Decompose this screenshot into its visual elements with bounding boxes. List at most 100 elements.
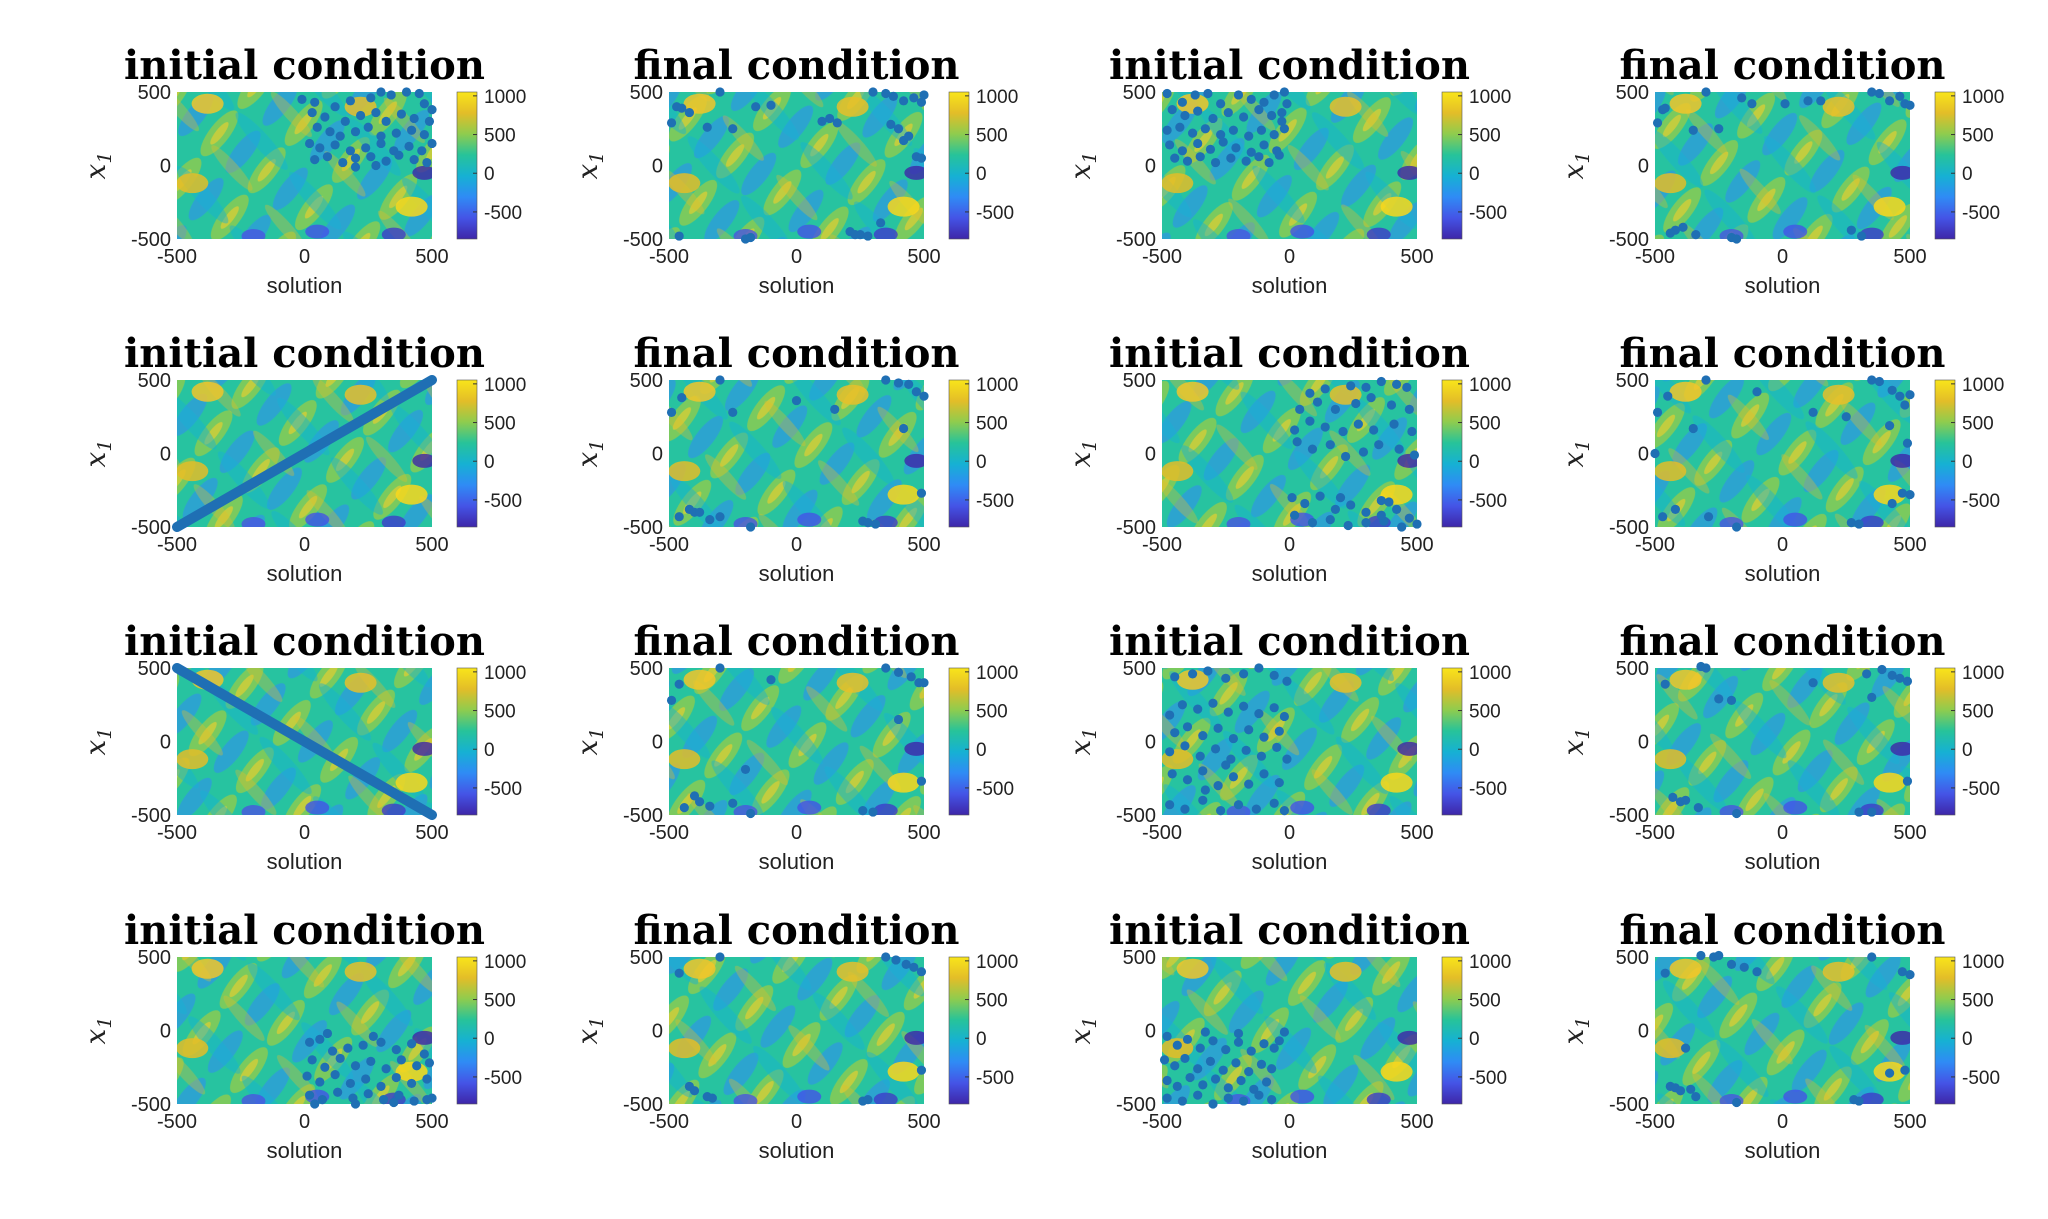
data-point [1223, 1083, 1233, 1093]
data-point [1895, 91, 1905, 102]
y-axis-label: x1 [1064, 728, 1101, 756]
data-point [1652, 118, 1663, 128]
y-axis-label: x1 [1557, 1017, 1594, 1045]
colorbar-tick-label: 1000 [1962, 952, 2004, 973]
x-tick-label: 500 [1893, 534, 1926, 556]
data-point [1867, 375, 1877, 385]
data-point [893, 667, 904, 678]
colorbar-tick-label: 1000 [976, 87, 1018, 108]
data-point [891, 955, 901, 965]
x-axis-label: solution [759, 273, 835, 298]
data-point [310, 97, 320, 107]
data-point [674, 231, 684, 241]
x-tick-label: 0 [299, 246, 310, 268]
data-point [1887, 498, 1897, 509]
data-point [307, 1055, 317, 1065]
colorbar-tick-label: 500 [1962, 991, 1994, 1012]
colorbar-tick-label: 500 [976, 414, 1008, 435]
data-point [1239, 669, 1249, 679]
data-point [1856, 231, 1867, 241]
colorbar-tick-label: 0 [976, 164, 987, 185]
data-point [1175, 122, 1185, 132]
colorbar-tick-label: 500 [484, 126, 516, 147]
data-point [350, 162, 361, 172]
data-point [1223, 107, 1233, 118]
data-point [911, 387, 921, 397]
data-point [1177, 97, 1187, 107]
data-point [832, 118, 842, 128]
data-point [1900, 400, 1910, 410]
data-point [817, 116, 827, 126]
heatmap [1162, 380, 1417, 527]
y-tick-label: 500 [630, 82, 663, 104]
data-point [1221, 673, 1231, 683]
colorbar-tick-label: 1000 [1469, 663, 1511, 684]
data-point [1854, 519, 1864, 529]
x-tick-label: 0 [791, 246, 802, 268]
data-point [1282, 99, 1292, 109]
x-tick-label: 0 [791, 534, 802, 556]
data-point [350, 153, 361, 163]
data-point [1369, 425, 1379, 435]
y-tick-label: 500 [1123, 947, 1156, 969]
data-point [1254, 708, 1264, 719]
x-axis-label: solution [1745, 1138, 1821, 1163]
data-point [1854, 807, 1864, 817]
data-point [1177, 700, 1187, 710]
panel-title: final condition [1620, 618, 1946, 665]
data-point [1737, 93, 1747, 103]
data-point [906, 672, 916, 682]
data-point [1701, 663, 1711, 673]
data-point [674, 968, 684, 978]
x-tick-label: -500 [157, 246, 197, 268]
y-tick-label: 0 [652, 1021, 663, 1043]
data-point [320, 1062, 330, 1072]
data-point [1218, 1065, 1228, 1075]
panel-title: final condition [634, 907, 960, 954]
data-point [322, 1028, 333, 1039]
data-point [1312, 397, 1323, 407]
data-point [1808, 407, 1818, 417]
data-point [417, 146, 427, 156]
colorbar-tick-label: -500 [1469, 779, 1507, 800]
data-point [1256, 125, 1267, 135]
colorbar [948, 91, 970, 240]
data-point [1330, 404, 1340, 414]
data-point [1159, 1055, 1170, 1065]
data-point [1292, 437, 1302, 447]
colorbar-tick-label: 0 [1469, 452, 1480, 473]
x-tick-label: -500 [1142, 1111, 1182, 1133]
data-point [1279, 805, 1289, 816]
data-point [916, 967, 927, 977]
data-point [1752, 387, 1762, 397]
x-tick-label: 0 [1777, 534, 1788, 556]
data-point [1193, 106, 1203, 116]
data-point [376, 138, 386, 149]
data-point [1747, 99, 1757, 109]
data-point [728, 124, 738, 134]
y-tick-label: 0 [1145, 1021, 1156, 1043]
data-point [361, 1074, 371, 1084]
heatmap [1162, 92, 1417, 239]
y-tick-label: -500 [1116, 229, 1156, 251]
data-point [916, 153, 927, 163]
y-tick-label: 0 [652, 732, 663, 754]
panel-title: initial condition [124, 330, 485, 377]
data-point [1409, 450, 1420, 460]
data-point [1325, 515, 1335, 525]
data-point [746, 522, 756, 532]
panel-title: final condition [1620, 42, 1946, 89]
data-point [1221, 760, 1231, 770]
data-point [315, 1077, 325, 1087]
data-point [728, 407, 738, 417]
x-tick-label: -500 [157, 534, 197, 556]
heatmap [1655, 92, 1910, 239]
data-point [1198, 731, 1208, 741]
data-point [715, 663, 725, 673]
colorbar-tick-label: 0 [1469, 1029, 1480, 1050]
data-point [1254, 1090, 1264, 1100]
y-tick-label: 500 [138, 658, 171, 680]
data-point [1701, 375, 1711, 385]
colorbar-tick-label: 500 [484, 991, 516, 1012]
data-point [376, 131, 386, 141]
